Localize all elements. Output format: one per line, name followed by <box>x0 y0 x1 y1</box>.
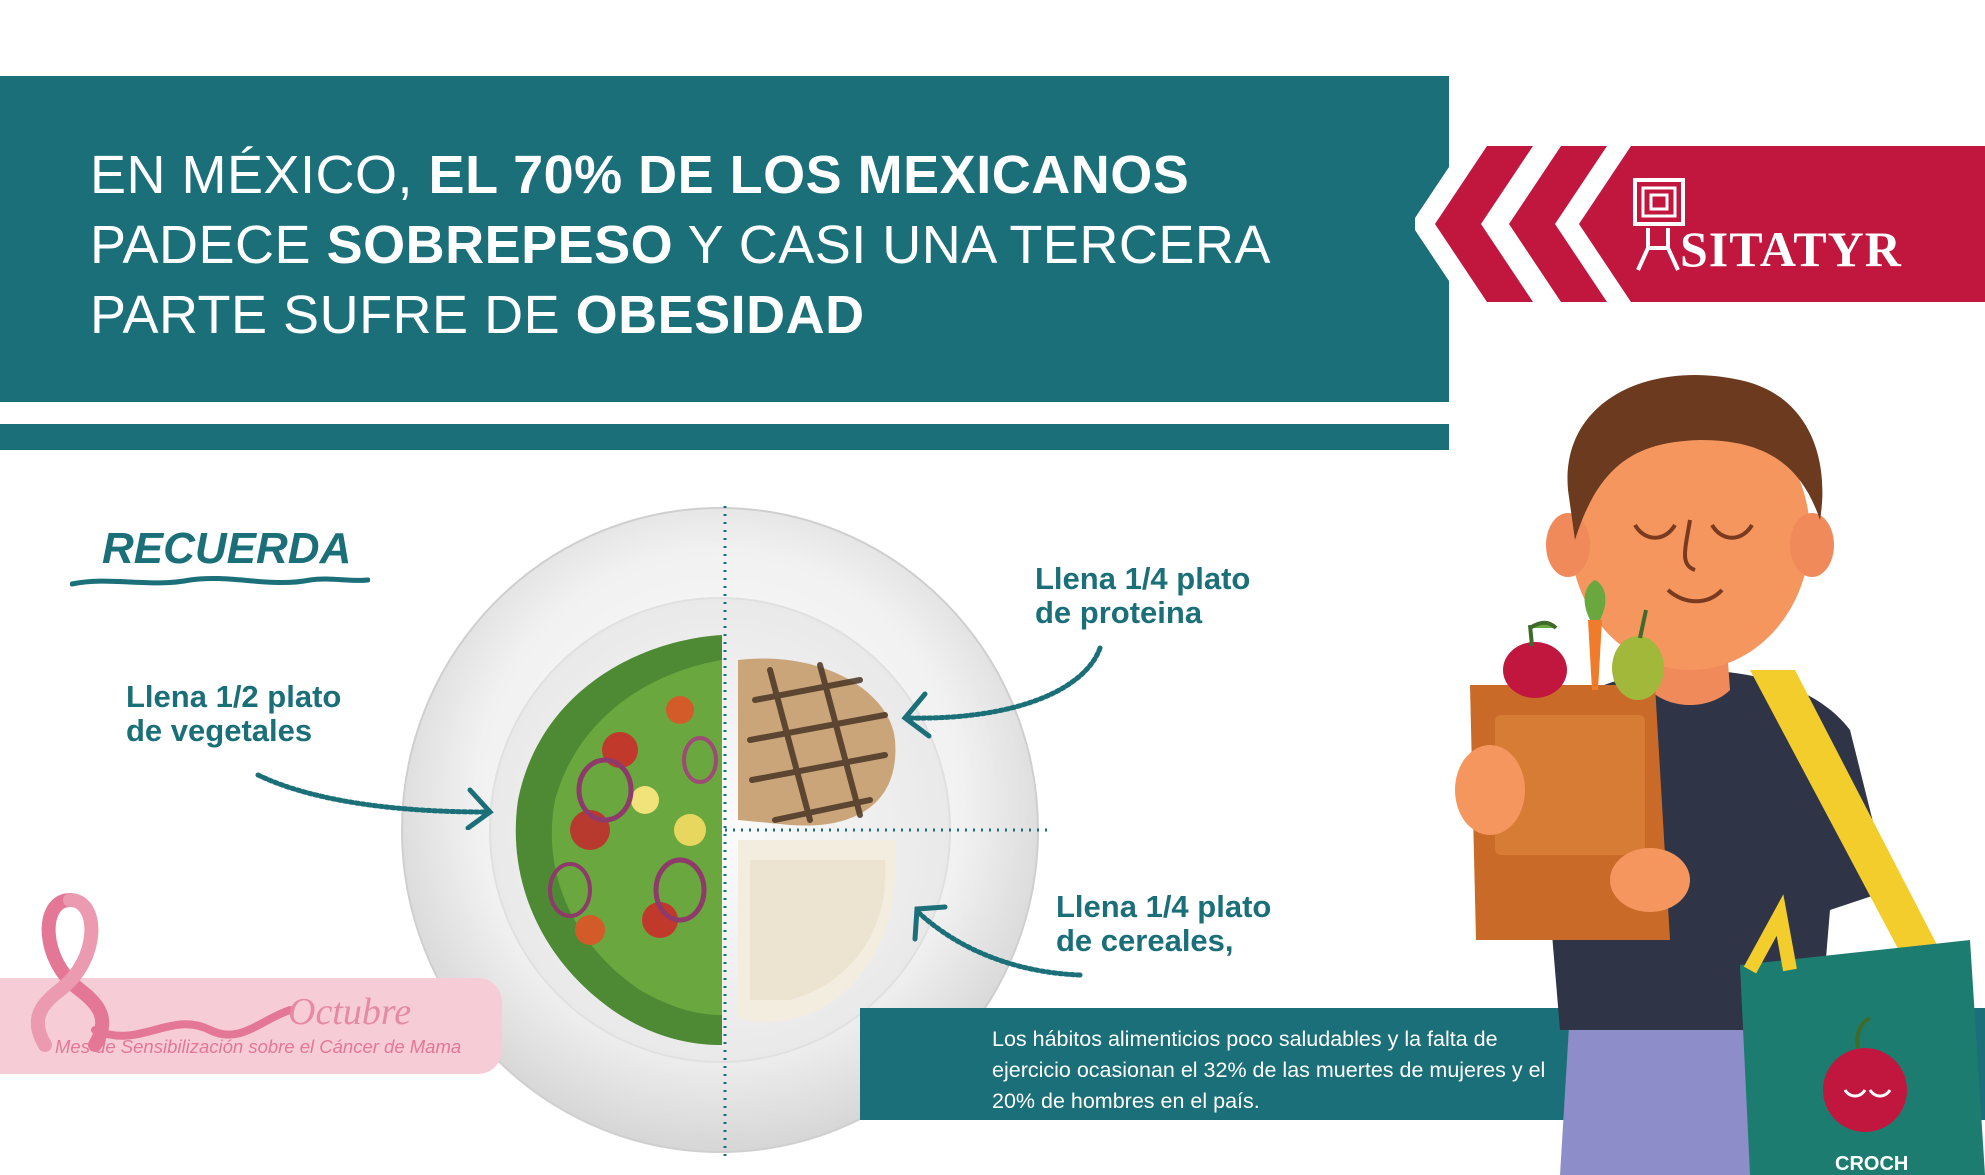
vegetables-arrow-icon <box>255 772 494 830</box>
cereals-label: Llena 1/4 plato de cereales, <box>1056 890 1271 958</box>
awareness-subtitle: Mes de Sensibilización sobre el Cáncer d… <box>55 1036 462 1057</box>
pink-ribbon-icon <box>30 893 294 1052</box>
vegetables-label-line2: de vegetales <box>126 713 313 748</box>
info-text: Los hábitos alimenticios poco saludables… <box>992 1027 1546 1113</box>
plate-illustration <box>401 500 1050 1160</box>
protein-arrow-icon <box>901 645 1103 739</box>
banner-stripe <box>0 424 1449 450</box>
tote-brand-text: CROCH <box>1835 1153 1908 1175</box>
headline-line2-bold: SOBREPESO <box>326 215 674 275</box>
headline-banner <box>0 76 1449 402</box>
headline-line2-normal-a: PADECE <box>90 215 327 275</box>
protein-label: Llena 1/4 plato de proteina <box>1035 562 1250 630</box>
logo-text: SITATYR <box>1680 221 1902 277</box>
headline-line3-normal: PARTE SUFRE DE <box>90 285 576 345</box>
reminder-title: RECUERDA <box>102 524 352 573</box>
headline: EN MÉXICO, EL 70% DE LOS MEXICANOS PADEC… <box>90 140 1390 350</box>
protein-label-line2: de proteina <box>1035 595 1203 630</box>
vegetables-label: Llena 1/2 plato de vegetales <box>126 680 341 748</box>
awareness-month: Octubre <box>288 991 412 1033</box>
headline-line3-bold: OBESIDAD <box>575 285 865 345</box>
headline-line1-normal: EN MÉXICO, <box>90 145 429 205</box>
vegetables-label-line1: Llena 1/2 plato <box>126 679 342 714</box>
reminder-underline <box>70 575 370 587</box>
protein-label-line1: Llena 1/4 plato <box>1035 561 1251 596</box>
cereals-label-line2: de cereales, <box>1056 923 1234 958</box>
headline-line1-bold: EL 70% DE LOS MEXICANOS <box>428 145 1190 205</box>
person-with-groceries-illustration: CROCH <box>1455 374 1985 1175</box>
sitatyr-logo-icon <box>1633 178 1685 271</box>
cereals-arrow-icon <box>912 904 1083 978</box>
headline-line2-normal-b: Y CASI UNA TERCERA <box>673 215 1271 275</box>
cereals-label-line1: Llena 1/4 plato <box>1056 889 1272 924</box>
logo-band <box>1415 146 1985 302</box>
